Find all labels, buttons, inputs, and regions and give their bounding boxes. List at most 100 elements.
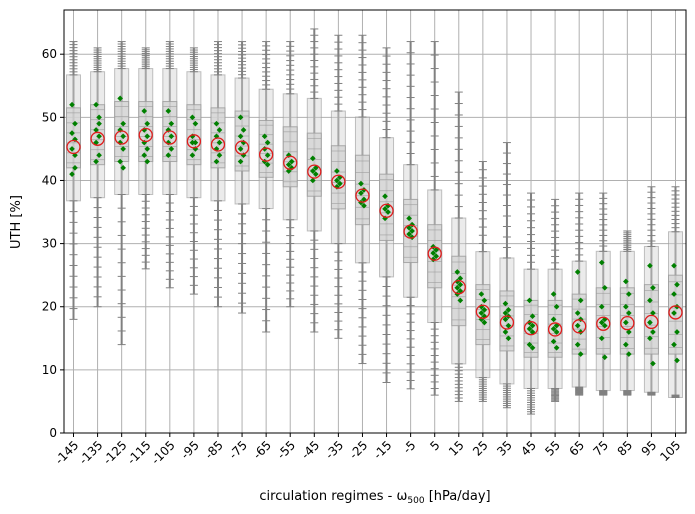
ensemble-point xyxy=(505,307,512,313)
x-tick-label: -45 xyxy=(298,438,322,462)
ensemble-point xyxy=(553,329,560,335)
ensemble-point xyxy=(213,158,220,165)
box-iqr xyxy=(499,290,515,352)
y-axis-label: UTH [%] xyxy=(9,195,24,249)
ensemble-point xyxy=(192,139,199,146)
median-marker xyxy=(162,130,177,145)
ensemble-point xyxy=(237,146,244,152)
ensemble-point xyxy=(240,127,247,133)
ensemble-point xyxy=(168,120,175,127)
x-tick-label: 55 xyxy=(542,438,563,459)
ensemble-point xyxy=(144,133,151,140)
ensemble-point xyxy=(96,120,102,127)
ensemble-point xyxy=(601,354,608,361)
median-marker xyxy=(331,174,346,189)
ensemble-point xyxy=(361,202,367,209)
ensemble-point xyxy=(72,165,78,171)
x-tick-label: 25 xyxy=(470,438,491,459)
ensemble-point xyxy=(457,275,464,282)
ensemble-point xyxy=(650,310,656,316)
ensemble-point xyxy=(623,319,629,326)
ensemble-point xyxy=(526,297,533,304)
ensemble-point xyxy=(671,262,677,269)
ensemble-point xyxy=(237,133,244,140)
x-tick-label: -95 xyxy=(178,438,202,462)
ensemble-point xyxy=(69,101,75,108)
ensemble-point xyxy=(117,95,123,102)
median-marker xyxy=(210,137,226,152)
ensemble-point xyxy=(671,310,677,316)
ensemble-point xyxy=(120,120,126,127)
ensemble-point xyxy=(334,177,340,184)
ensemble-point xyxy=(674,329,680,335)
ensemble-point xyxy=(189,139,196,146)
ensemble-point xyxy=(409,228,415,234)
x-tick-label: 65 xyxy=(566,438,587,459)
ensemble-point xyxy=(165,108,172,114)
ensemble-point xyxy=(192,120,199,127)
x-axis-label-main: circulation regimes - ω xyxy=(259,489,407,504)
median-marker xyxy=(475,304,491,319)
ensemble-point xyxy=(553,344,560,351)
ensemble-point xyxy=(213,120,220,127)
ensemble-point xyxy=(647,319,653,326)
ensemble-point xyxy=(502,300,509,307)
ensemble-point xyxy=(430,250,437,256)
ensemble-point xyxy=(502,329,509,335)
median-marker xyxy=(620,315,635,331)
ensemble-point xyxy=(72,120,78,127)
y-tick-label: 20 xyxy=(42,300,57,314)
ensemble-point xyxy=(189,152,196,159)
x-tick-label: -85 xyxy=(202,438,226,462)
median-marker xyxy=(283,155,298,170)
ensemble-point xyxy=(216,152,223,159)
ensemble-point xyxy=(309,155,316,162)
ensemble-point xyxy=(505,322,512,329)
ensemble-point xyxy=(671,291,677,297)
median-marker xyxy=(499,315,515,330)
ensemble-point xyxy=(165,152,172,159)
x-tick-label: -145 xyxy=(52,438,81,467)
ensemble-point xyxy=(141,152,148,159)
ensemble-point xyxy=(626,329,632,335)
median-marker xyxy=(668,305,683,320)
ensemble-point xyxy=(96,152,102,159)
ensemble-point xyxy=(526,325,533,332)
ensemble-point xyxy=(601,284,608,291)
x-tick-label: -105 xyxy=(149,438,178,467)
median-marker xyxy=(451,280,466,295)
ensemble-point xyxy=(647,262,653,269)
y-tick-label: 0 xyxy=(49,426,57,440)
median-marker xyxy=(403,224,418,239)
ensemble-point xyxy=(69,146,75,152)
x-tick-label: -5 xyxy=(400,438,418,456)
x-axis-label: circulation regimes - ω500 [hPa/day] xyxy=(259,489,490,506)
ensemble-point xyxy=(237,114,244,121)
ensemble-point xyxy=(189,114,196,121)
ensemble-point xyxy=(69,130,75,136)
ensemble-point xyxy=(288,158,295,165)
x-tick-label: 15 xyxy=(446,438,467,459)
ensemble-point xyxy=(598,259,605,266)
median-marker xyxy=(307,164,322,179)
ensemble-point xyxy=(577,351,584,357)
x-tick-label: -135 xyxy=(76,438,105,467)
ensemble-point xyxy=(529,313,536,320)
ensemble-point xyxy=(264,161,271,168)
ensemble-point xyxy=(264,139,271,146)
ensemble-point xyxy=(550,338,557,345)
ensemble-point xyxy=(216,139,223,146)
ensemble-point xyxy=(406,231,412,237)
median-marker xyxy=(258,147,274,162)
ensemble-point xyxy=(457,297,464,304)
median-marker xyxy=(66,139,81,155)
box-iqr xyxy=(595,287,611,355)
ensemble-point xyxy=(261,133,268,140)
x-tick-label: -75 xyxy=(226,438,250,462)
y-axis-ticks: 0 10 20 30 40 50 60 xyxy=(42,47,64,440)
ensemble-point xyxy=(481,319,488,326)
x-axis-ticks: -145-135-125-115-105 -95 -85 -75 -65 -55 -45 -3… xyxy=(52,433,683,467)
median-markers xyxy=(66,127,683,337)
ensemble-point xyxy=(623,278,629,285)
ensemble-point xyxy=(626,351,632,357)
